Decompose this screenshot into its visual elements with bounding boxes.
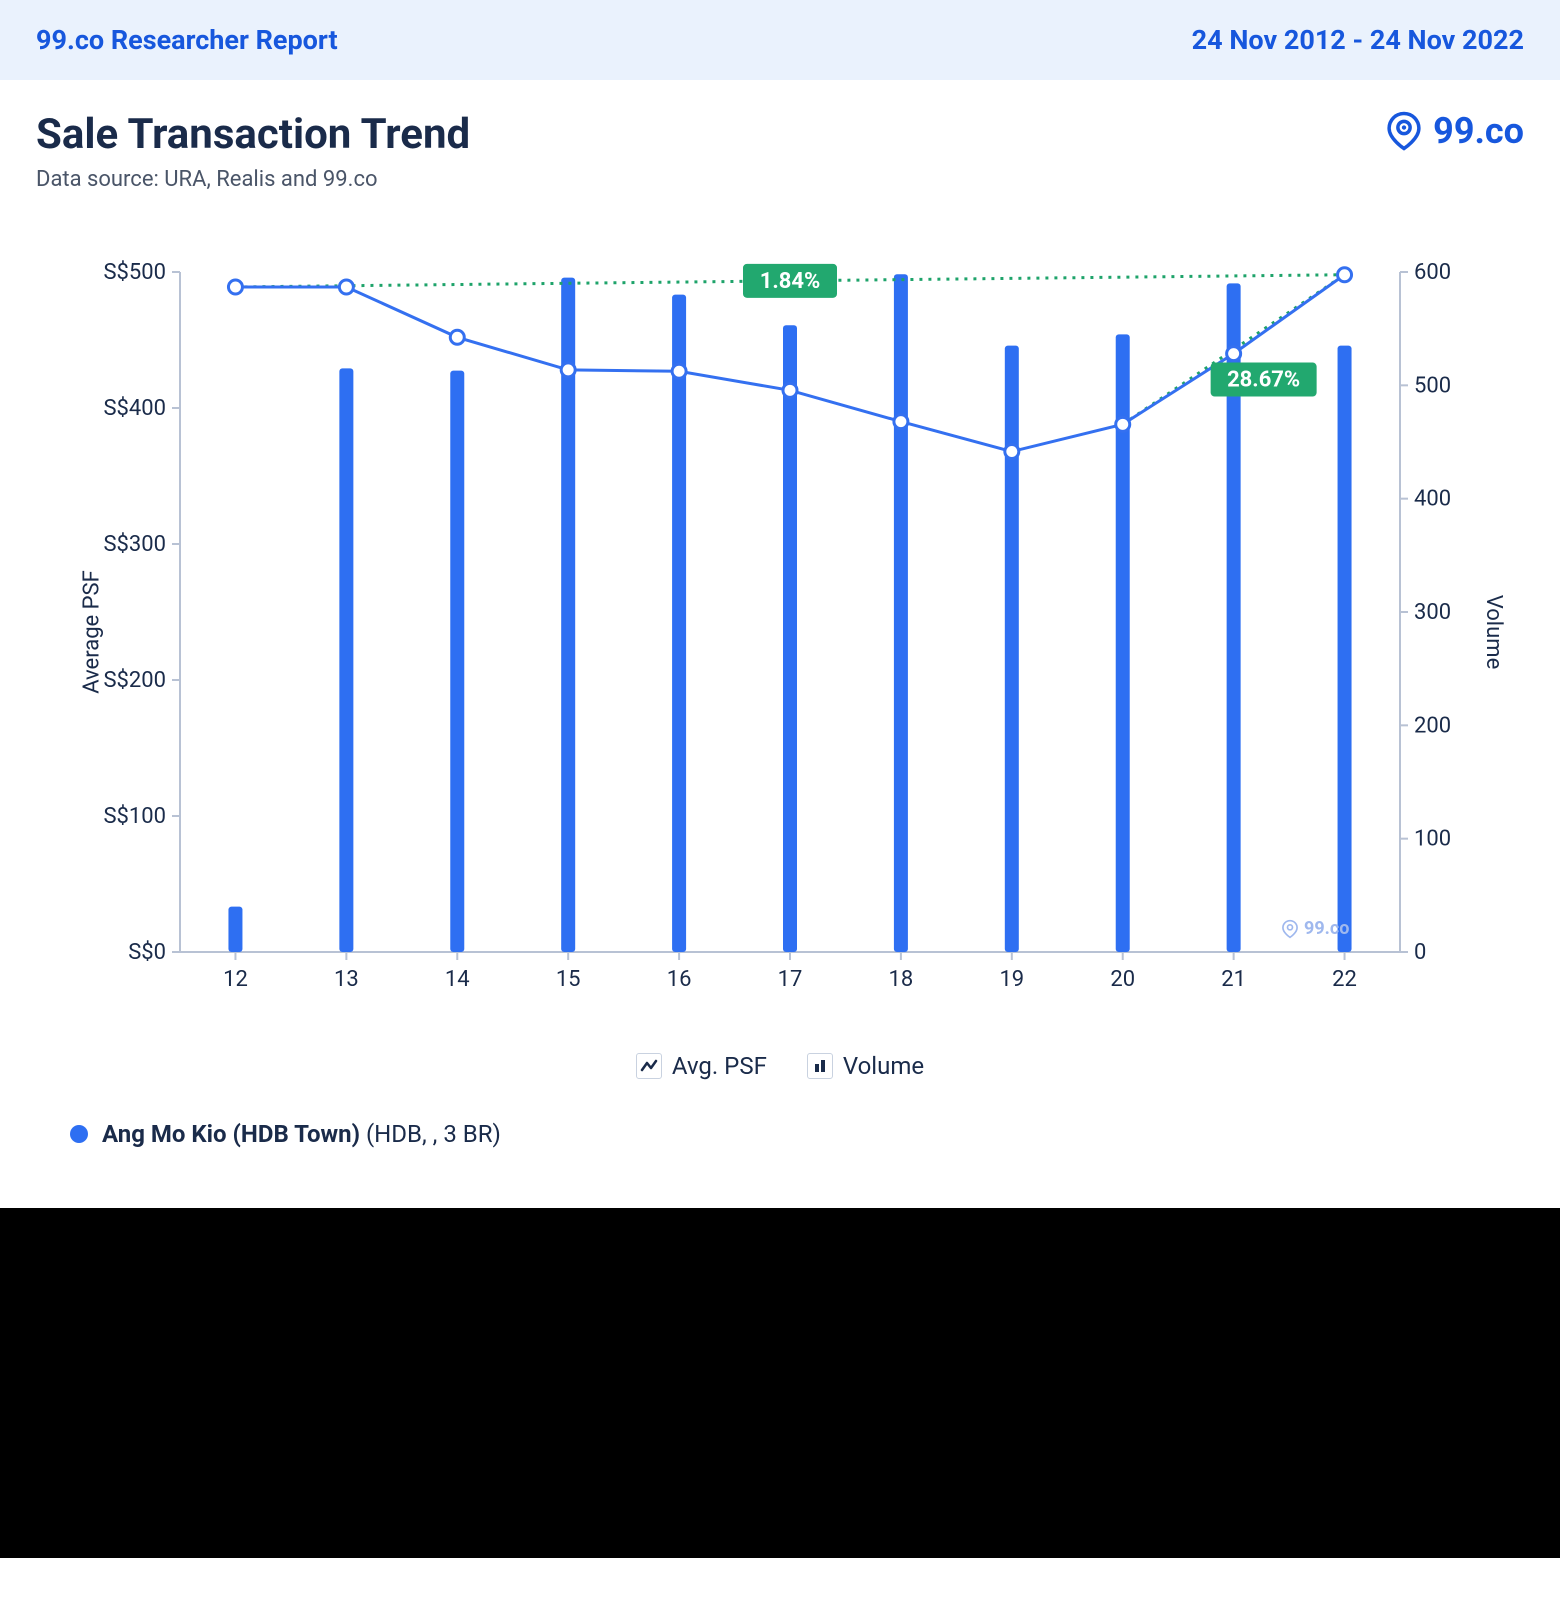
svg-text:S$0: S$0 [128,940,166,965]
bar-icon [807,1053,833,1079]
data-source: Data source: URA, Realis and 99.co [36,167,470,192]
brand-text: 99.co [1433,110,1524,152]
svg-text:S$400: S$400 [103,396,166,421]
svg-text:S$300: S$300 [103,532,166,557]
legend-volume-label: Volume [843,1052,924,1080]
legend-avg-psf-label: Avg. PSF [672,1052,767,1080]
svg-text:S$100: S$100 [103,804,166,829]
svg-text:300: 300 [1414,600,1451,625]
pin-icon [1383,110,1425,152]
pin-icon [1280,919,1300,939]
y-right-axis-label: Volume [1480,595,1505,670]
svg-text:S$200: S$200 [103,668,166,693]
svg-text:19: 19 [999,967,1024,992]
chart-container: Average PSF Volume S$0 S$100 S$200 S$300 S$4… [40,242,1520,1022]
chart-svg: S$0 S$100 S$200 S$300 S$400 S$500 0 100 200 300 40… [40,242,1520,1022]
svg-text:16: 16 [667,967,692,992]
svg-text:15: 15 [556,967,581,992]
y-left-axis-label: Average PSF [79,570,104,694]
svg-text:13: 13 [334,967,359,992]
header: Sale Transaction Trend Data source: URA,… [0,80,1560,202]
series-dot [70,1125,88,1143]
date-range: 24 Nov 2012 - 24 Nov 2022 [1192,24,1524,56]
brand-logo: 99.co [1383,110,1524,152]
svg-text:500: 500 [1414,373,1451,398]
svg-text:100: 100 [1414,827,1451,852]
report-label: 99.co Researcher Report [36,24,338,56]
svg-text:1.84%: 1.84% [760,269,821,294]
svg-text:20: 20 [1110,967,1135,992]
svg-text:22: 22 [1332,967,1357,992]
black-footer [0,1208,1560,1558]
series-legend: Ang Mo Kio (HDB Town) (HDB, , 3 BR) [70,1120,1520,1148]
svg-text:12: 12 [223,967,248,992]
series-name: Ang Mo Kio (HDB Town) [102,1120,360,1148]
svg-text:18: 18 [889,967,914,992]
svg-text:600: 600 [1414,260,1451,285]
chart-legend: Avg. PSF Volume [0,1052,1560,1080]
page-title: Sale Transaction Trend [36,110,470,159]
svg-text:200: 200 [1414,713,1451,738]
svg-text:14: 14 [445,967,470,992]
svg-text:0: 0 [1414,940,1426,965]
svg-text:400: 400 [1414,487,1451,512]
legend-avg-psf: Avg. PSF [636,1052,767,1080]
svg-text:21: 21 [1221,967,1246,992]
report-banner: 99.co Researcher Report 24 Nov 2012 - 24… [0,0,1560,80]
svg-text:28.67%: 28.67% [1227,368,1300,393]
legend-volume: Volume [807,1052,924,1080]
svg-text:S$500: S$500 [103,260,166,285]
svg-text:17: 17 [778,967,803,992]
line-icon [636,1053,662,1079]
watermark: 99.co [1280,918,1349,939]
series-detail: (HDB, , 3 BR) [360,1120,501,1148]
